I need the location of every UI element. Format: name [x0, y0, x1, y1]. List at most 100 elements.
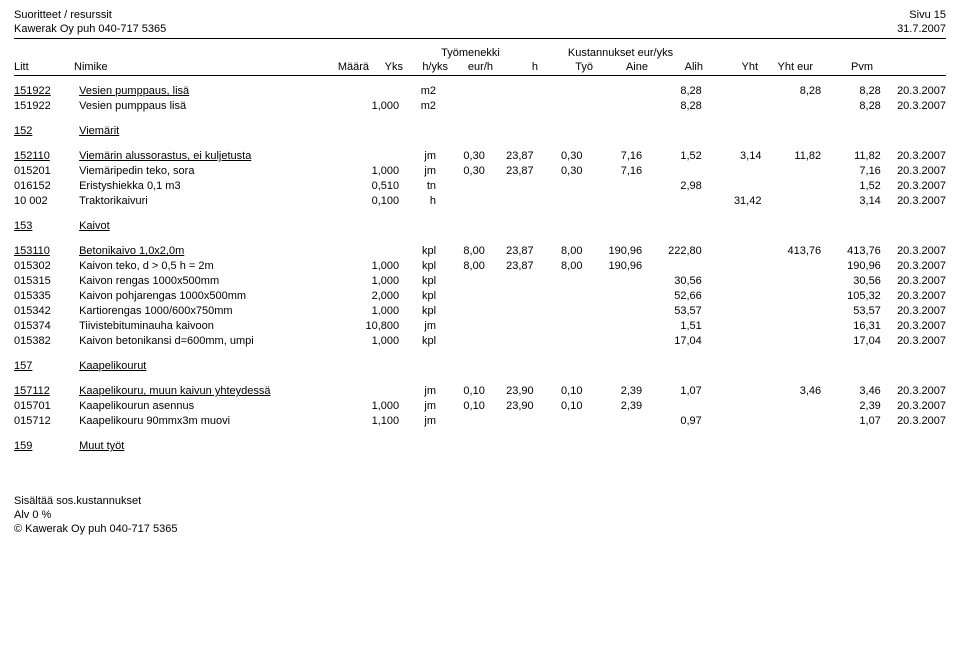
cell-eurh	[485, 289, 534, 304]
cell-aine: 0,97	[642, 414, 702, 429]
cell-hyks: 0,10	[436, 399, 485, 414]
cell-yht: 413,76	[761, 244, 821, 259]
cell-nimike: Kaivon teko, d > 0,5 h = 2m	[79, 259, 345, 274]
cell-eurh: 23,87	[485, 244, 534, 259]
cell-yht: 8,28	[761, 84, 821, 99]
cell-h	[534, 414, 583, 429]
cell-aine: 53,57	[642, 304, 702, 319]
cell-litt: 015701	[14, 399, 79, 414]
cell-yks: jm	[399, 399, 436, 414]
cell-litt: 015374	[14, 319, 79, 334]
cell-tyo	[582, 319, 642, 334]
cell-hyks: 0,30	[436, 149, 485, 164]
cell-nimike: Kaapelikourun asennus	[79, 399, 345, 414]
cell-tyo	[582, 99, 642, 114]
cell-h: 0,10	[534, 399, 583, 414]
cell-nimike: Kaivon pohjarengas 1000x500mm	[79, 289, 345, 304]
cell-maara: 1,100	[345, 414, 399, 429]
cell-hyks: 0,30	[436, 164, 485, 179]
cell-pvm: 20.3.2007	[881, 399, 946, 414]
cell-nimike: Vesien pumppaus, lisä	[79, 84, 345, 99]
cell-hyks: 8,00	[436, 244, 485, 259]
cell-yhteur: 16,31	[821, 319, 881, 334]
cell-yks: h	[399, 194, 436, 209]
cell-h	[534, 439, 583, 454]
cell-yht	[761, 289, 821, 304]
cell-alih	[702, 359, 762, 374]
cell-hyks	[436, 289, 485, 304]
cell-litt: 152110	[14, 149, 79, 164]
cell-yks: jm	[399, 164, 436, 179]
cell-yht	[761, 274, 821, 289]
cell-eurh	[485, 219, 534, 234]
cell-yks: kpl	[399, 334, 436, 349]
cell-yhteur	[821, 439, 881, 454]
cell-hyks: 0,10	[436, 384, 485, 399]
cell-yhteur: 1,52	[821, 179, 881, 194]
cell-aine: 8,28	[642, 99, 702, 114]
cell-pvm	[881, 124, 946, 139]
cell-alih	[702, 334, 762, 349]
cell-nimike: Betonikaivo 1,0x2,0m	[79, 244, 345, 259]
group-kustannukset: Kustannukset eur/yks	[538, 47, 703, 59]
footer-line-1: Sisältää sos.kustannukset	[14, 494, 946, 508]
table-row: 015342Kartiorengas 1000/600x750mm1,000kp…	[14, 304, 946, 319]
cell-maara	[345, 439, 399, 454]
cell-yht	[761, 334, 821, 349]
cell-yhteur: 190,96	[821, 259, 881, 274]
cell-yht	[761, 164, 821, 179]
cell-tyo	[582, 274, 642, 289]
cell-hyks	[436, 124, 485, 139]
cell-aine	[642, 194, 702, 209]
cell-litt: 015315	[14, 274, 79, 289]
cell-pvm: 20.3.2007	[881, 194, 946, 209]
cell-h: 8,00	[534, 244, 583, 259]
cell-aine: 30,56	[642, 274, 702, 289]
cell-tyo	[582, 84, 642, 99]
cell-yks	[399, 124, 436, 139]
cell-nimike: Kaapelikourut	[79, 359, 345, 374]
cell-yht	[761, 124, 821, 139]
cell-litt: 157112	[14, 384, 79, 399]
cell-eurh	[485, 359, 534, 374]
cell-alih	[702, 384, 762, 399]
cell-aine	[642, 259, 702, 274]
table-row	[14, 374, 946, 384]
cell-tyo	[582, 414, 642, 429]
cell-yks	[399, 359, 436, 374]
cell-eurh	[485, 274, 534, 289]
table-row: 157112Kaapelikouru, muun kaivun yhteydes…	[14, 384, 946, 399]
cell-yhteur: 8,28	[821, 99, 881, 114]
cell-nimike: Viemärit	[79, 124, 345, 139]
cell-nimike: Viemäripedin teko, sora	[79, 164, 345, 179]
cell-tyo	[582, 179, 642, 194]
cell-tyo: 7,16	[582, 149, 642, 164]
cell-pvm	[881, 439, 946, 454]
table-row: 015201Viemäripedin teko, sora1,000jm0,30…	[14, 164, 946, 179]
cell-tyo	[582, 194, 642, 209]
col-yks: Yks	[369, 61, 403, 73]
cell-hyks	[436, 414, 485, 429]
cell-hyks	[436, 359, 485, 374]
cell-nimike: Vesien pumppaus lisä	[79, 99, 345, 114]
cell-alih	[702, 274, 762, 289]
cell-alih	[702, 219, 762, 234]
cell-yht	[761, 304, 821, 319]
cell-litt: 153	[14, 219, 79, 234]
cell-maara: 1,000	[345, 304, 399, 319]
cell-yhteur: 30,56	[821, 274, 881, 289]
cell-litt: 015712	[14, 414, 79, 429]
cell-h	[534, 124, 583, 139]
table-row: 015315Kaivon rengas 1000x500mm1,000kpl30…	[14, 274, 946, 289]
cell-pvm: 20.3.2007	[881, 274, 946, 289]
table-row: 152Viemärit	[14, 124, 946, 139]
cell-maara: 1,000	[345, 399, 399, 414]
page-header: Suoritteet / resurssit Sivu 15 Kawerak O…	[14, 8, 946, 39]
cell-tyo	[582, 219, 642, 234]
cell-eurh	[485, 124, 534, 139]
cell-h: 0,30	[534, 164, 583, 179]
table-row: 015374Tiivistebituminauha kaivoon10,800j…	[14, 319, 946, 334]
cell-yks: jm	[399, 414, 436, 429]
cell-pvm: 20.3.2007	[881, 414, 946, 429]
cell-yks: m2	[399, 84, 436, 99]
